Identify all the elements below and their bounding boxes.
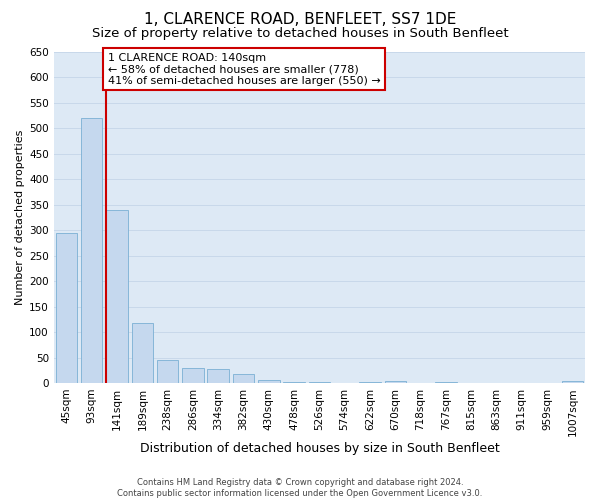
- Bar: [233, 374, 254, 383]
- Bar: [157, 360, 178, 383]
- Text: 1 CLARENCE ROAD: 140sqm
← 58% of detached houses are smaller (778)
41% of semi-d: 1 CLARENCE ROAD: 140sqm ← 58% of detache…: [107, 52, 380, 86]
- Bar: [385, 380, 406, 383]
- Bar: [208, 369, 229, 383]
- Text: 1, CLARENCE ROAD, BENFLEET, SS7 1DE: 1, CLARENCE ROAD, BENFLEET, SS7 1DE: [144, 12, 456, 28]
- Bar: [56, 232, 77, 383]
- Bar: [283, 382, 305, 383]
- Bar: [308, 382, 330, 383]
- Bar: [258, 380, 280, 383]
- Bar: [562, 380, 583, 383]
- Text: Size of property relative to detached houses in South Benfleet: Size of property relative to detached ho…: [92, 28, 508, 40]
- Bar: [182, 368, 203, 383]
- Bar: [435, 382, 457, 383]
- Bar: [359, 382, 381, 383]
- Y-axis label: Number of detached properties: Number of detached properties: [15, 130, 25, 305]
- X-axis label: Distribution of detached houses by size in South Benfleet: Distribution of detached houses by size …: [140, 442, 499, 455]
- Bar: [81, 118, 103, 383]
- Bar: [131, 323, 153, 383]
- Bar: [106, 210, 128, 383]
- Text: Contains HM Land Registry data © Crown copyright and database right 2024.
Contai: Contains HM Land Registry data © Crown c…: [118, 478, 482, 498]
